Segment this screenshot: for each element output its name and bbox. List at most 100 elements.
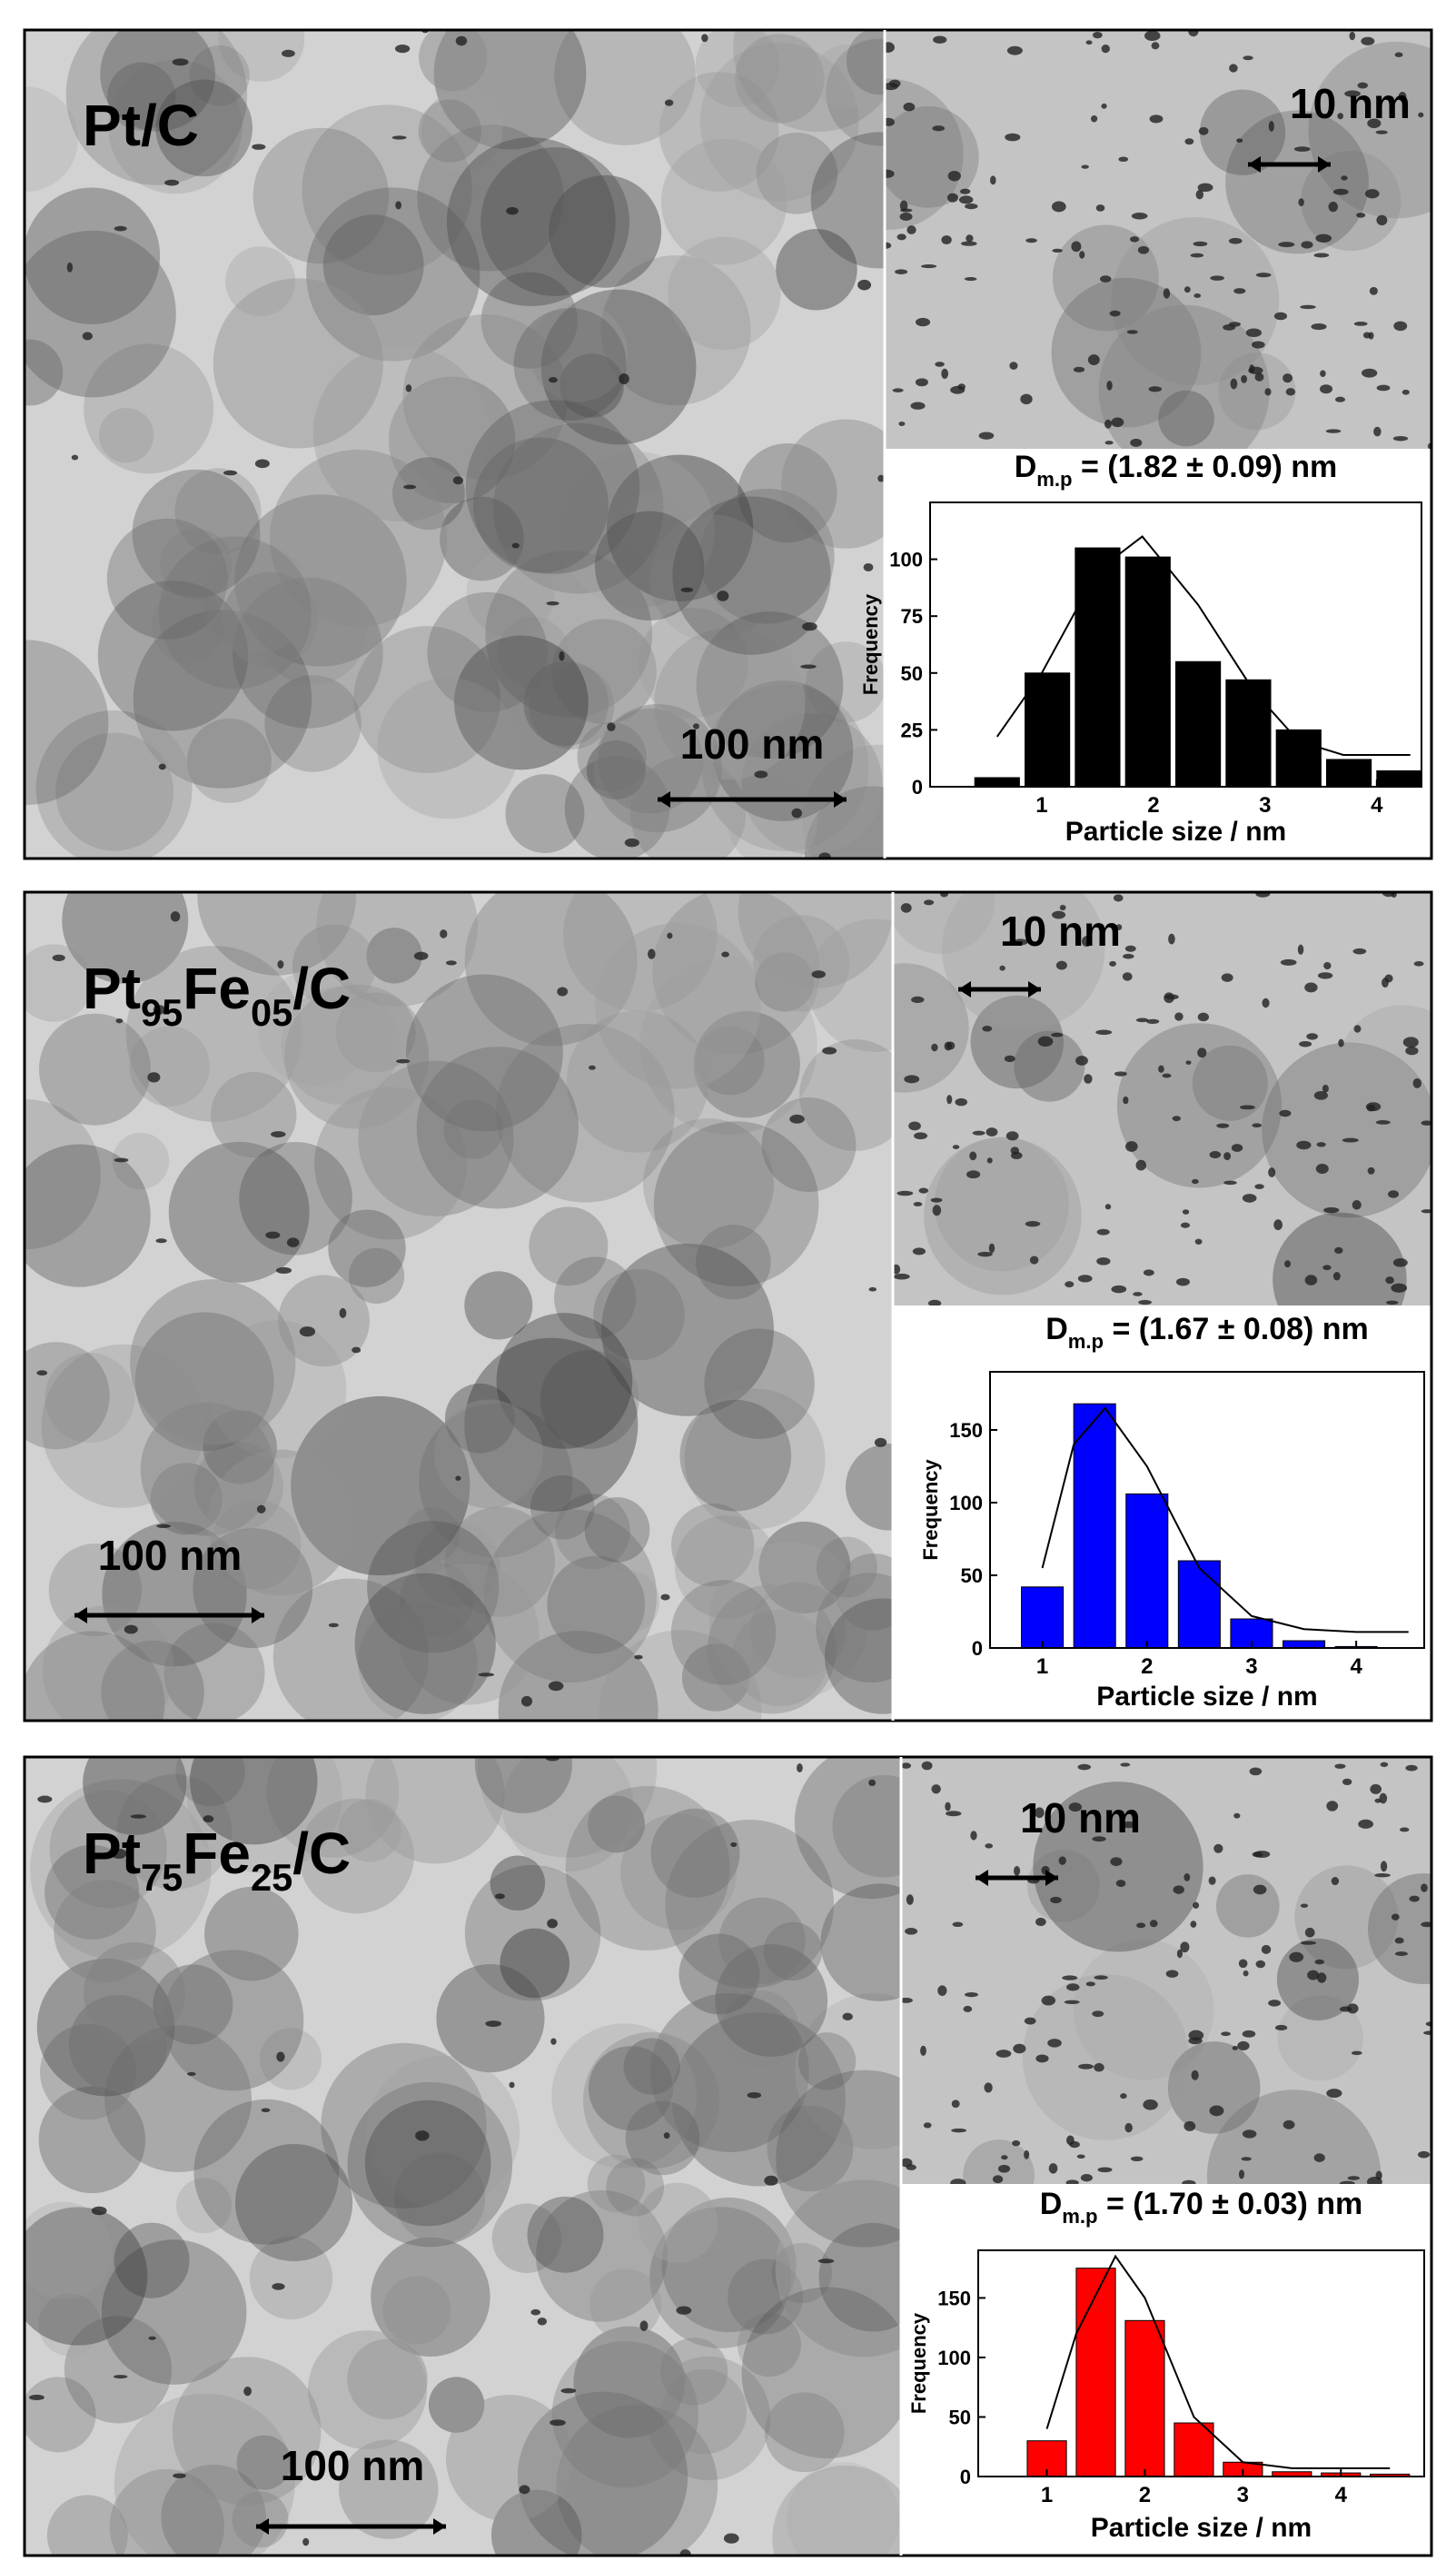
nanoparticle xyxy=(1274,2024,1288,2031)
nanoparticle xyxy=(952,1921,964,1928)
y-tick-label: 150 xyxy=(937,2287,971,2309)
bar xyxy=(1124,556,1171,788)
particle-cluster xyxy=(474,1757,572,1813)
particle-cluster xyxy=(306,187,480,362)
nanoparticle xyxy=(933,35,947,45)
particle-cluster xyxy=(186,1757,342,1874)
particle-cluster xyxy=(114,2393,295,2556)
particle-cluster xyxy=(1262,1042,1431,1218)
nanoparticle xyxy=(1280,958,1297,966)
chart-title: Dm.p = (1.67 ± 0.08) nm xyxy=(1045,1312,1369,1353)
nanoparticle xyxy=(1233,288,1246,294)
nanoparticle xyxy=(960,241,977,246)
particle-cluster xyxy=(1111,217,1280,386)
nanoparticle xyxy=(1104,419,1112,429)
particle-cluster xyxy=(211,1499,302,1590)
nanoparticle xyxy=(82,332,93,341)
x-tick-label: 3 xyxy=(1245,1654,1257,1679)
particle-cluster xyxy=(347,2081,513,2248)
nanoparticle xyxy=(1370,1783,1382,1794)
nanoparticle xyxy=(1229,64,1238,73)
nanoparticle xyxy=(893,1264,901,1275)
nanoparticle xyxy=(1012,2139,1021,2147)
nanoparticle xyxy=(1024,2017,1036,2025)
nanoparticle xyxy=(1035,2054,1049,2063)
nanoparticle xyxy=(868,1779,877,1787)
nanoparticle xyxy=(1035,1807,1045,1819)
particle-cluster xyxy=(366,928,422,984)
nanoparticle xyxy=(1133,1292,1143,1296)
particle-cluster xyxy=(174,468,262,555)
particle-cluster xyxy=(629,755,747,859)
particle-cluster xyxy=(42,1604,175,1721)
particle-cluster xyxy=(573,2326,686,2438)
nanoparticle xyxy=(811,970,826,978)
particle-cluster xyxy=(659,72,779,192)
micrograph xyxy=(901,1757,1431,2184)
nanoparticle xyxy=(1180,1222,1191,1228)
nanoparticle xyxy=(1393,321,1408,332)
nanoparticle xyxy=(91,2206,107,2216)
nanoparticle xyxy=(1388,1190,1400,1198)
nanoparticle xyxy=(966,1170,981,1179)
nanoparticle xyxy=(1066,1983,1080,1991)
particle-cluster xyxy=(25,640,109,806)
nanoparticle xyxy=(946,1095,953,1105)
particle-cluster xyxy=(307,2330,428,2450)
nanoparticle xyxy=(941,235,952,245)
particle-cluster xyxy=(551,619,657,724)
nanoparticle xyxy=(1313,253,1330,258)
particle-cluster xyxy=(755,952,815,1012)
nanoparticle xyxy=(963,2005,973,2012)
nanoparticle xyxy=(1085,40,1093,45)
nanoparticle xyxy=(506,206,519,215)
particle-cluster xyxy=(693,1011,800,1118)
nanoparticle xyxy=(1094,1975,1108,1980)
nanoparticle xyxy=(156,1524,172,1528)
nanoparticle xyxy=(1252,1123,1263,1128)
nanoparticle xyxy=(1051,1032,1064,1037)
nanoparticle xyxy=(1238,1959,1248,1969)
bar xyxy=(1124,2319,1165,2477)
nanoparticle xyxy=(1300,1903,1309,1908)
nanoparticle xyxy=(822,1047,837,1055)
nanoparticle xyxy=(1301,241,1313,249)
nanoparticle xyxy=(1109,960,1116,967)
particle-cluster xyxy=(207,1449,353,1596)
nanoparticle xyxy=(1391,1913,1400,1921)
nanoparticle xyxy=(1114,1071,1127,1077)
particle-cluster xyxy=(738,443,837,543)
particle-cluster xyxy=(65,30,248,185)
nanoparticle xyxy=(946,193,958,203)
nanoparticle xyxy=(1010,1147,1020,1155)
nanoparticle xyxy=(965,1991,978,1998)
bar xyxy=(1073,1403,1116,1649)
nanoparticle xyxy=(1385,1276,1394,1285)
nanoparticle xyxy=(920,2045,926,2056)
particle-cluster xyxy=(101,2239,247,2385)
nanoparticle xyxy=(906,225,916,234)
particle-cluster xyxy=(84,1942,185,2044)
particle-cluster xyxy=(45,1844,140,1940)
nanoparticle xyxy=(900,208,913,213)
nanoparticle xyxy=(997,2164,1011,2173)
chart-title-part: D xyxy=(1040,2187,1063,2221)
particle-cluster xyxy=(650,1808,740,1898)
particle-cluster xyxy=(737,2312,801,2377)
nanoparticle xyxy=(1172,1116,1182,1122)
nanoparticle xyxy=(1197,1047,1207,1058)
particle-cluster xyxy=(1206,2090,1382,2184)
nanoparticle xyxy=(1110,1857,1123,1867)
particle-cluster xyxy=(668,236,781,351)
scale-bar-label: 100 nm xyxy=(281,2442,425,2489)
nanoparticle xyxy=(1025,1221,1041,1227)
nanoparticle xyxy=(1331,1876,1340,1886)
nanoparticle xyxy=(1358,1819,1373,1829)
nanoparticle xyxy=(1190,1921,1197,1928)
particle-cluster xyxy=(107,62,176,131)
particle-cluster xyxy=(670,1580,777,1685)
nanoparticle xyxy=(1075,1056,1088,1066)
particle-cluster xyxy=(625,2100,700,2176)
particle-cluster xyxy=(893,963,969,1093)
